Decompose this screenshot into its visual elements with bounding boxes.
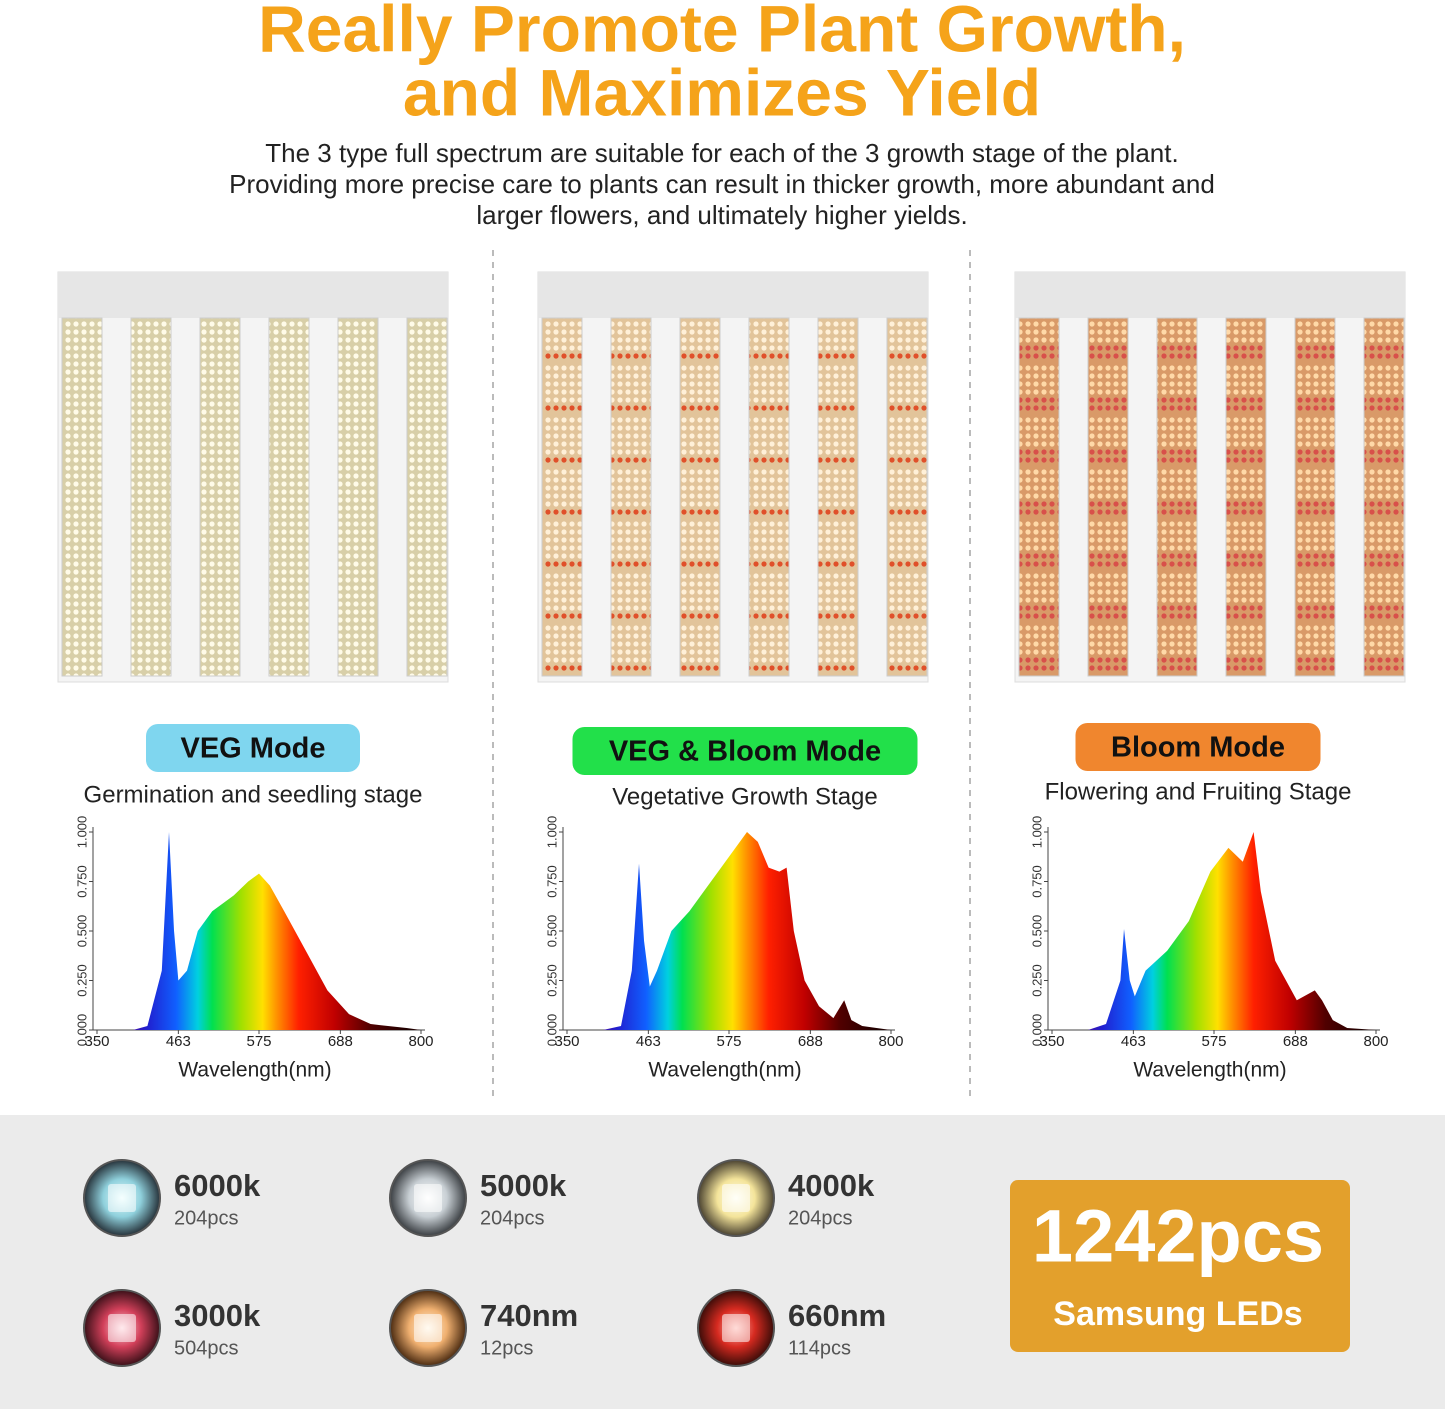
y-tick-label: 0.500 [1029, 915, 1044, 948]
x-tick-label: 575 [246, 1033, 271, 1050]
led-bar [337, 317, 379, 677]
x-tick-label: 800 [1363, 1033, 1388, 1050]
x-tick-label: 800 [878, 1033, 903, 1050]
led-chip [108, 1184, 136, 1212]
spectrum-area [603, 832, 891, 1030]
x-tick-label: 350 [84, 1033, 109, 1050]
led-bar [1294, 317, 1336, 677]
y-tick-label: 0.000 [74, 1014, 89, 1047]
spectrum-area [1088, 832, 1376, 1030]
led-bar [1225, 317, 1267, 677]
fixture-top [58, 272, 448, 318]
led-chip [722, 1184, 750, 1212]
spectrum-area [133, 832, 421, 1030]
led-label: 3000k [174, 1298, 261, 1333]
x-tick-label: 463 [636, 1033, 661, 1050]
y-tick-label: 1.000 [544, 816, 559, 849]
subtitle-line: Providing more precise care to plants ca… [229, 169, 1215, 199]
led-count: 504pcs [174, 1337, 239, 1359]
led-bar [541, 317, 583, 677]
x-tick-label: 688 [798, 1033, 823, 1050]
total-count: 1242pcs [1032, 1195, 1324, 1278]
x-axis-label: Wavelength(nm) [648, 1059, 801, 1082]
y-tick-label: 1.000 [1029, 816, 1044, 849]
y-tick-label: 0.500 [544, 915, 559, 948]
y-tick-label: 0.250 [1029, 964, 1044, 997]
led-chip [414, 1184, 442, 1212]
total-label: Samsung LEDs [1053, 1295, 1302, 1333]
x-tick-label: 575 [1201, 1033, 1226, 1050]
led-label: 660nm [788, 1298, 886, 1333]
x-tick-label: 575 [716, 1033, 741, 1050]
led-bar [268, 317, 310, 677]
stage-label: Germination and seedling stage [84, 781, 423, 808]
y-tick-label: 0.750 [74, 865, 89, 898]
x-tick-label: 463 [166, 1033, 191, 1050]
led-chip [414, 1314, 442, 1342]
y-tick-label: 0.750 [544, 865, 559, 898]
fixture [57, 271, 449, 683]
y-tick-label: 0.750 [1029, 865, 1044, 898]
stage-label: Vegetative Growth Stage [612, 783, 878, 810]
led-bar [886, 317, 928, 677]
led-bar [130, 317, 172, 677]
led-bar [1156, 317, 1198, 677]
led-bar [1018, 317, 1060, 677]
x-tick-label: 800 [408, 1033, 433, 1050]
x-tick-label: 688 [1283, 1033, 1308, 1050]
title-line: Really Promote Plant Growth, [258, 0, 1186, 65]
subtitle-line: larger flowers, and ultimately higher yi… [476, 200, 967, 230]
mode-pill [572, 727, 918, 775]
fixture-frame [57, 271, 449, 683]
led-bar [1363, 317, 1405, 677]
led-count: 114pcs [788, 1337, 851, 1359]
fixture-top [538, 272, 928, 318]
led-count: 204pcs [174, 1207, 239, 1229]
mode-label: VEG Mode [180, 733, 325, 765]
led-count: 204pcs [788, 1207, 853, 1229]
led-label: 740nm [480, 1298, 578, 1333]
y-tick-label: 0.000 [544, 1014, 559, 1047]
subtitle-line: The 3 type full spectrum are suitable fo… [265, 138, 1178, 168]
led-chip [108, 1314, 136, 1342]
x-tick-label: 463 [1121, 1033, 1146, 1050]
mode-pill [146, 724, 360, 772]
y-tick-label: 0.250 [74, 964, 89, 997]
fixture-frame [537, 271, 929, 683]
title-line: and Maximizes Yield [403, 55, 1041, 129]
y-tick-label: 0.500 [74, 915, 89, 948]
y-tick-label: 0.250 [544, 964, 559, 997]
y-tick-label: 0.000 [1029, 1014, 1044, 1047]
led-bar [679, 317, 721, 677]
mode-label: Bloom Mode [1111, 732, 1285, 764]
fixture [537, 271, 929, 683]
led-bar [61, 317, 103, 677]
y-tick-label: 1.000 [74, 816, 89, 849]
led-bar [199, 317, 241, 677]
led-bar [817, 317, 859, 677]
x-tick-label: 350 [1039, 1033, 1064, 1050]
led-bar [1087, 317, 1129, 677]
led-bar [748, 317, 790, 677]
led-count: 204pcs [480, 1207, 545, 1229]
x-tick-label: 350 [554, 1033, 579, 1050]
led-count: 12pcs [480, 1337, 533, 1359]
led-label: 6000k [174, 1168, 261, 1203]
x-tick-label: 688 [328, 1033, 353, 1050]
fixture-top [1015, 272, 1405, 318]
led-label: 5000k [480, 1168, 567, 1203]
x-axis-label: Wavelength(nm) [1133, 1059, 1286, 1082]
mode-label: VEG & Bloom Mode [609, 736, 881, 768]
led-chip [722, 1314, 750, 1342]
stage-label: Flowering and Fruiting Stage [1045, 778, 1352, 805]
led-bar [610, 317, 652, 677]
fixture-frame [1014, 271, 1406, 683]
total-box [1010, 1180, 1350, 1352]
fixture [1014, 271, 1406, 683]
mode-pill [1075, 723, 1321, 771]
x-axis-label: Wavelength(nm) [178, 1059, 331, 1082]
led-label: 4000k [788, 1168, 875, 1203]
led-bar [406, 317, 448, 677]
